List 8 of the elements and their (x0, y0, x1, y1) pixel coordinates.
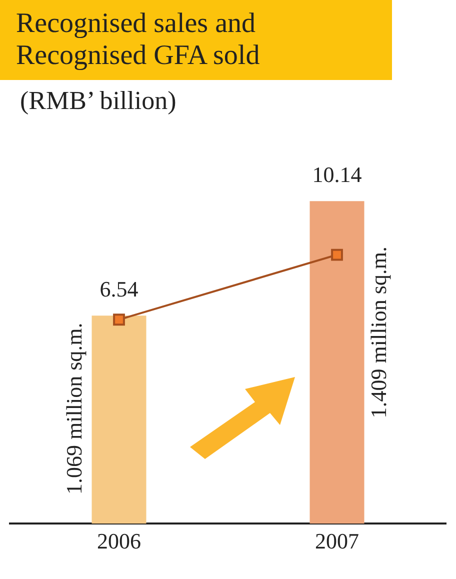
data-label: 1.409 million sq.m. (366, 246, 392, 418)
data-label: 6.54 (100, 276, 138, 302)
data-label: 10.14 (312, 162, 362, 187)
x-tick-label: 2006 (97, 528, 141, 554)
chart-title: Recognised sales and Recognised GFA sold (0, 0, 392, 80)
chart-subtitle: (RMB’ billion) (19, 85, 178, 117)
x-tick-label: 2007 (315, 528, 359, 554)
data-label: 1.069 million sq.m. (62, 322, 87, 494)
